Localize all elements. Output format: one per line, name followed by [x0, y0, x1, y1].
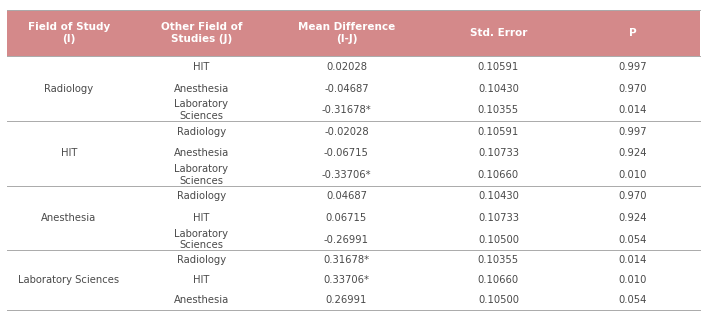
Text: P: P: [629, 28, 636, 38]
Text: -0.06715: -0.06715: [324, 148, 369, 158]
Text: Laboratory
Sciences: Laboratory Sciences: [175, 164, 228, 186]
Text: 0.014: 0.014: [619, 105, 647, 115]
Text: 0.10500: 0.10500: [478, 235, 519, 244]
Text: -0.33706*: -0.33706*: [322, 170, 371, 180]
Text: HIT: HIT: [193, 276, 210, 285]
Text: Mean Difference
(I-J): Mean Difference (I-J): [298, 22, 395, 44]
Text: Radiology: Radiology: [177, 127, 226, 137]
Text: Radiology: Radiology: [177, 191, 226, 201]
Text: 0.10430: 0.10430: [478, 84, 519, 93]
Text: 0.014: 0.014: [619, 255, 647, 265]
Text: -0.02028: -0.02028: [324, 127, 369, 137]
Text: Anesthesia: Anesthesia: [174, 148, 229, 158]
Text: Field of Study
(I): Field of Study (I): [28, 22, 110, 44]
Text: -0.04687: -0.04687: [324, 84, 369, 93]
Text: 0.10660: 0.10660: [478, 170, 519, 180]
Text: HIT: HIT: [193, 62, 210, 72]
Text: 0.970: 0.970: [619, 191, 647, 201]
Text: Laboratory
Sciences: Laboratory Sciences: [175, 229, 228, 250]
Text: Std. Error: Std. Error: [469, 28, 527, 38]
Text: 0.10733: 0.10733: [478, 213, 519, 223]
Text: 0.924: 0.924: [619, 213, 647, 223]
Text: 0.924: 0.924: [619, 148, 647, 158]
Text: HIT: HIT: [61, 148, 77, 158]
Text: 0.10591: 0.10591: [478, 62, 519, 72]
Text: HIT: HIT: [193, 213, 210, 223]
Text: 0.970: 0.970: [619, 84, 647, 93]
Text: 0.997: 0.997: [619, 62, 647, 72]
Text: 0.06715: 0.06715: [326, 213, 367, 223]
Text: 0.10355: 0.10355: [478, 255, 519, 265]
Text: 0.04687: 0.04687: [326, 191, 367, 201]
Text: 0.02028: 0.02028: [326, 62, 367, 72]
Text: 0.054: 0.054: [619, 235, 647, 244]
Text: 0.010: 0.010: [619, 170, 647, 180]
Text: 0.33706*: 0.33706*: [323, 276, 370, 285]
Text: 0.010: 0.010: [619, 276, 647, 285]
Text: Laboratory Sciences: Laboratory Sciences: [18, 276, 119, 285]
Text: Other Field of
Studies (J): Other Field of Studies (J): [160, 22, 243, 44]
Text: Anesthesia: Anesthesia: [174, 84, 229, 93]
Text: 0.10660: 0.10660: [478, 276, 519, 285]
Text: 0.10591: 0.10591: [478, 127, 519, 137]
Text: Radiology: Radiology: [177, 255, 226, 265]
Text: 0.10733: 0.10733: [478, 148, 519, 158]
Text: 0.10355: 0.10355: [478, 105, 519, 115]
Text: Radiology: Radiology: [45, 84, 93, 93]
Text: -0.31678*: -0.31678*: [322, 105, 371, 115]
Text: Anesthesia: Anesthesia: [41, 213, 97, 223]
Bar: [7, 10, 700, 56]
Text: 0.054: 0.054: [619, 295, 647, 305]
Text: -0.26991: -0.26991: [324, 235, 369, 244]
Text: 0.31678*: 0.31678*: [323, 255, 370, 265]
Text: 0.10500: 0.10500: [478, 295, 519, 305]
Text: 0.997: 0.997: [619, 127, 647, 137]
Text: 0.26991: 0.26991: [326, 295, 367, 305]
Text: 0.10430: 0.10430: [478, 191, 519, 201]
Text: Anesthesia: Anesthesia: [174, 295, 229, 305]
Text: Laboratory
Sciences: Laboratory Sciences: [175, 99, 228, 121]
